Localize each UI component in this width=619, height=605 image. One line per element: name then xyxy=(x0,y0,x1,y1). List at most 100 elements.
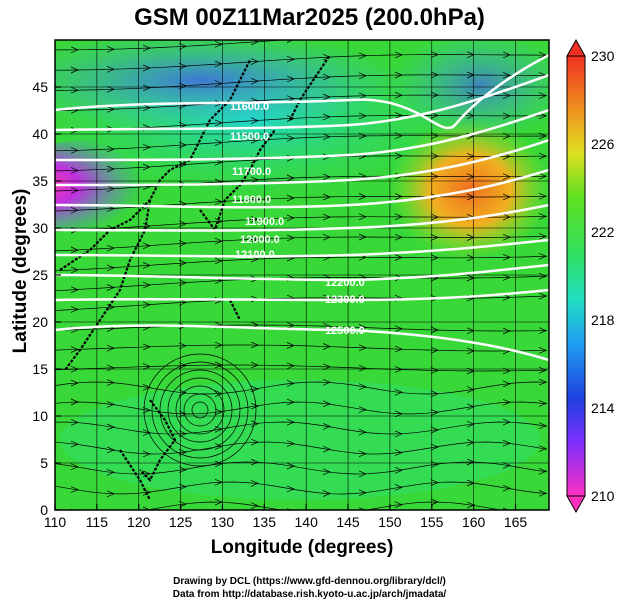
x-tick-label: 125 xyxy=(169,514,193,530)
wind-arrow xyxy=(358,132,367,140)
wind-arrow xyxy=(394,51,403,59)
wind-arrow xyxy=(394,233,403,241)
wind-arrow xyxy=(70,86,79,94)
y-tick-label: 20 xyxy=(32,314,48,330)
wind-arrow xyxy=(106,423,115,431)
wind-arrow xyxy=(178,43,187,50)
wind-arrow xyxy=(394,484,403,491)
wind-arrow xyxy=(286,115,295,122)
wind-arrow xyxy=(538,272,547,280)
wind-arrow xyxy=(430,173,439,180)
wind-arrow xyxy=(538,422,547,430)
wind-arrow xyxy=(466,234,475,241)
wind-arrow xyxy=(142,506,151,510)
wind-arrow xyxy=(394,410,403,418)
wind-arrow xyxy=(214,460,223,468)
wind-arrow xyxy=(538,378,547,386)
height-contours xyxy=(55,53,549,362)
wind-arrow xyxy=(286,362,295,370)
wind-arrow xyxy=(178,342,187,350)
wind-arrow xyxy=(502,173,511,181)
wind-arrow xyxy=(538,327,547,334)
wind-arrow xyxy=(286,440,295,447)
wind-arrow xyxy=(214,198,223,206)
contour-label: 11500.0 xyxy=(230,131,269,143)
y-tick-label: 30 xyxy=(32,220,48,236)
wind-arrow xyxy=(106,65,115,73)
wind-arrow xyxy=(322,322,331,330)
wind-arrow xyxy=(250,235,259,243)
wind-arrow xyxy=(538,400,547,407)
wind-arrow xyxy=(214,60,223,68)
wind-arrow xyxy=(358,92,367,100)
wind-arrow xyxy=(178,220,187,228)
streamline xyxy=(55,235,548,252)
wind-arrow xyxy=(538,172,547,180)
y-tick-label: 45 xyxy=(32,79,48,95)
wind-arrow xyxy=(250,136,259,144)
wind-arrow xyxy=(70,167,79,174)
streamline xyxy=(55,324,548,332)
wind-arrow xyxy=(322,173,331,181)
x-tick-label: 120 xyxy=(127,514,151,530)
wind-arrow xyxy=(502,233,511,241)
x-tick-label: 110 xyxy=(44,514,67,530)
wind-arrow xyxy=(430,426,439,434)
wind-arrow xyxy=(178,82,187,90)
wind-arrow xyxy=(394,152,403,160)
contour-labels: 11600.0 11500.0 11700.0 11800.0 11900.0 12000… xyxy=(230,101,365,337)
wind-arrow xyxy=(106,401,115,408)
wind-arrow xyxy=(394,466,403,474)
wind-arrow xyxy=(358,507,366,510)
wind-arrow xyxy=(286,418,295,426)
contour-label: 11600.0 xyxy=(230,101,269,113)
y-tick-label: 10 xyxy=(32,408,48,424)
streamline xyxy=(55,421,548,435)
wind-arrow xyxy=(250,420,259,428)
wind-arrow xyxy=(467,31,474,37)
wind-arrow xyxy=(322,468,331,476)
colorbar-labels: 230 226 222 218 214 210 xyxy=(591,48,615,504)
wind-arrow xyxy=(502,213,511,221)
wind-arrow xyxy=(322,213,331,221)
wind-arrow xyxy=(394,91,403,99)
streamline xyxy=(55,295,548,311)
wind-arrow xyxy=(178,62,187,70)
wind-arrow xyxy=(106,284,115,291)
wind-arrow xyxy=(250,196,259,203)
streamline xyxy=(55,94,547,111)
wind-arrow xyxy=(178,240,187,247)
wind-arrow xyxy=(142,301,151,309)
wind-arrow xyxy=(502,274,511,281)
wind-arrow xyxy=(466,327,475,335)
y-axis-title: Latitude (degrees) xyxy=(10,188,31,354)
wind-arrow xyxy=(286,380,295,387)
colorbar xyxy=(566,38,586,514)
wind-arrow xyxy=(178,362,187,369)
streamline-swirl xyxy=(151,361,249,459)
wind-arrow xyxy=(358,450,367,458)
wind-arrow xyxy=(106,45,115,53)
wind-arrow xyxy=(430,367,439,374)
y-tick-label: 15 xyxy=(32,361,48,377)
wind-arrow xyxy=(538,489,547,497)
wind-arrow xyxy=(214,218,223,225)
wind-arrow xyxy=(178,279,187,287)
wind-arrow xyxy=(214,408,223,416)
wind-arrow xyxy=(106,85,115,93)
contour-label: 12300.0 xyxy=(325,294,365,306)
streamline-swirl xyxy=(167,377,233,443)
streamline xyxy=(55,215,548,232)
wind-arrow xyxy=(502,418,511,426)
x-tick-label: 130 xyxy=(211,514,235,530)
wind-arrow xyxy=(539,32,546,38)
wind-arrow xyxy=(358,470,367,478)
contour-label: 11800.0 xyxy=(232,194,271,206)
wind-arrow xyxy=(250,77,259,85)
streamline xyxy=(55,74,548,91)
wind-arrow xyxy=(214,40,223,48)
wind-arrow xyxy=(466,71,475,79)
wind-arrow xyxy=(466,193,475,201)
wind-arrow xyxy=(394,388,403,396)
